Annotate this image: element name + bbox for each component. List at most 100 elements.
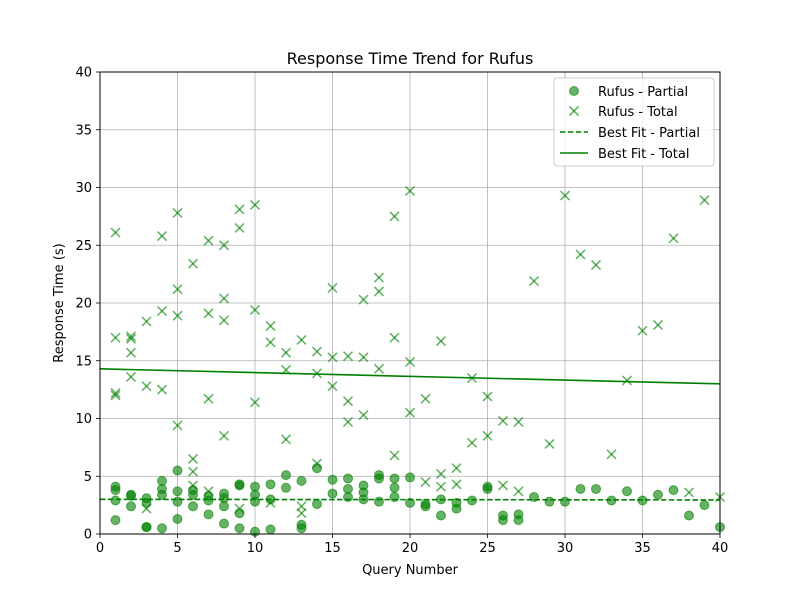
total-point (435, 481, 447, 492)
total-point (280, 434, 292, 445)
total-point (218, 315, 230, 326)
partial-point (126, 490, 136, 501)
legend-partial-marker (569, 86, 579, 96)
x-tick-label: 35 (634, 541, 651, 556)
partial-point (203, 495, 214, 506)
x-tick-label: 25 (479, 541, 496, 556)
total-point (234, 204, 245, 215)
partial-point (653, 489, 663, 500)
partial-point (451, 503, 462, 514)
total-point (125, 333, 137, 344)
partial-point (575, 483, 586, 494)
total-point (559, 190, 571, 201)
partial-point (141, 497, 152, 508)
y-tick-label: 20 (75, 297, 92, 312)
partial-point (327, 488, 338, 499)
y-tick-label: 35 (75, 123, 92, 138)
partial-point (498, 515, 508, 526)
partial-point (374, 473, 384, 484)
total-point (389, 332, 400, 343)
total-point (404, 356, 416, 367)
best-fit-partial-line (99, 498, 721, 501)
partial-point (436, 510, 446, 521)
partial-point (405, 472, 415, 483)
partial-point (157, 523, 167, 534)
total-point (218, 240, 230, 251)
total-series (110, 185, 726, 519)
total-point (203, 486, 214, 497)
total-point (497, 415, 509, 426)
total-point (373, 272, 385, 283)
total-point (203, 308, 214, 319)
total-point (203, 393, 214, 404)
partial-point (513, 515, 524, 526)
x-tick-label: 40 (712, 541, 729, 556)
total-point (234, 503, 245, 514)
total-point (141, 381, 152, 392)
partial-point (188, 501, 198, 512)
total-point (575, 249, 586, 260)
chart-title: Response Time Trend for Rufus (287, 49, 534, 68)
total-point (110, 332, 121, 343)
partial-point (172, 496, 183, 507)
partial-point (389, 482, 400, 493)
total-point (110, 227, 121, 238)
partial-point (699, 500, 710, 511)
total-point (668, 233, 679, 244)
total-point (203, 235, 214, 246)
x-tick-label: 10 (247, 541, 264, 556)
legend-fit-total-label: Best Fit - Total (598, 147, 689, 162)
total-point (265, 321, 276, 332)
y-tick-label: 40 (75, 66, 92, 81)
total-point (187, 453, 199, 464)
partial-point (420, 501, 431, 512)
total-point (141, 503, 152, 514)
partial-point (188, 489, 198, 500)
partial-point (467, 495, 477, 506)
total-point (187, 258, 199, 269)
total-point (110, 388, 121, 399)
total-point (342, 351, 354, 362)
partial-point (482, 483, 493, 494)
total-point (187, 466, 199, 477)
total-point (311, 346, 323, 357)
total-point (358, 352, 369, 363)
total-point (513, 416, 524, 428)
total-point (327, 381, 338, 392)
total-point (125, 347, 137, 358)
total-point (404, 185, 416, 197)
partial-point (141, 522, 152, 533)
total-point (482, 391, 493, 402)
y-tick-label: 25 (75, 239, 92, 254)
total-point (358, 409, 369, 421)
legend-box (553, 77, 715, 167)
partial-point (684, 510, 694, 521)
total-point (420, 393, 431, 404)
total-point (435, 336, 447, 347)
x-axis-label: Query Number (362, 563, 459, 578)
partial-point (296, 523, 307, 534)
total-point (373, 286, 385, 297)
total-point (218, 430, 230, 441)
partial-point (265, 524, 276, 535)
total-point (435, 468, 447, 480)
partial-point (281, 482, 291, 493)
total-point (420, 476, 431, 488)
legend-fit-partial-label: Best Fit - Partial (598, 126, 700, 141)
total-point (497, 480, 509, 491)
total-point (528, 275, 540, 287)
total-point (156, 306, 168, 317)
partial-point (405, 497, 415, 508)
total-point (699, 195, 710, 206)
total-point (265, 337, 276, 348)
total-point (466, 437, 478, 448)
best-fit-total-line (99, 368, 721, 385)
legend-total-marker (568, 105, 580, 117)
total-point (327, 352, 338, 363)
partial-point (110, 515, 121, 526)
partial-point (110, 495, 121, 506)
y-axis-label: Response Time (s) (52, 243, 67, 362)
partial-point (172, 486, 183, 497)
ticks: 0 5 10 15 20 25 30 35 40 0 5 10 15 20 25 30 35 40 (75, 66, 728, 557)
partial-point (296, 475, 307, 486)
